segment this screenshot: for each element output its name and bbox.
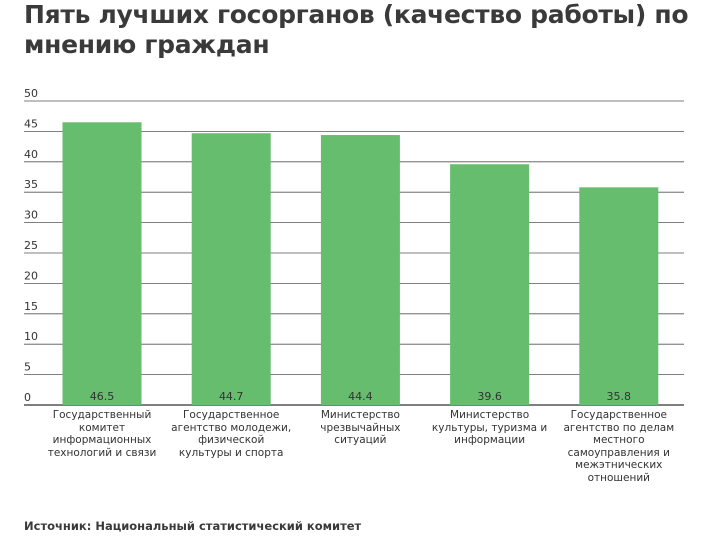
bar: [579, 187, 659, 405]
y-tick-label: 40: [24, 148, 38, 161]
y-tick-label: 30: [24, 209, 38, 222]
bar-value-label: 35.8: [607, 390, 632, 403]
chart-title: Пять лучших госорганов (качество работы)…: [24, 0, 689, 59]
bar-value-label: 39.6: [477, 390, 502, 403]
x-category-label: Министерство культуры, туризма и информа…: [431, 409, 548, 446]
y-tick-label: 50: [24, 87, 38, 100]
y-tick-label: 0: [24, 391, 31, 404]
bar-value-label: 46.5: [90, 390, 115, 403]
y-tick-label: 10: [24, 330, 38, 343]
x-category-label: Министерство чрезвычайных ситуаций: [320, 409, 401, 446]
x-category-label: Государственное агентство по делам местн…: [563, 409, 675, 484]
bar-value-label: 44.7: [219, 390, 244, 403]
y-tick-label: 35: [24, 178, 38, 191]
y-tick-label: 15: [24, 300, 38, 313]
source-note: Источник: Национальный статистический ко…: [24, 519, 362, 533]
bar: [62, 122, 142, 405]
x-category-label: Государственный комитет информационных т…: [47, 409, 157, 459]
y-tick-label: 20: [24, 269, 38, 282]
bar: [450, 164, 530, 405]
bars: [62, 122, 659, 405]
y-tick-label: 5: [24, 361, 31, 374]
y-axis-ticks: 0 5 10 15 20 25 30 35 40 45 50: [24, 87, 38, 404]
value-labels: 46.5 44.7 44.4 39.6 35.8: [90, 390, 631, 403]
y-tick-label: 25: [24, 239, 38, 252]
x-category-label: Государственное агентство молодежи, физи…: [171, 409, 292, 459]
bar: [191, 133, 271, 405]
y-tick-label: 45: [24, 117, 38, 130]
bar: [320, 135, 400, 405]
bar-value-label: 44.4: [348, 390, 373, 403]
